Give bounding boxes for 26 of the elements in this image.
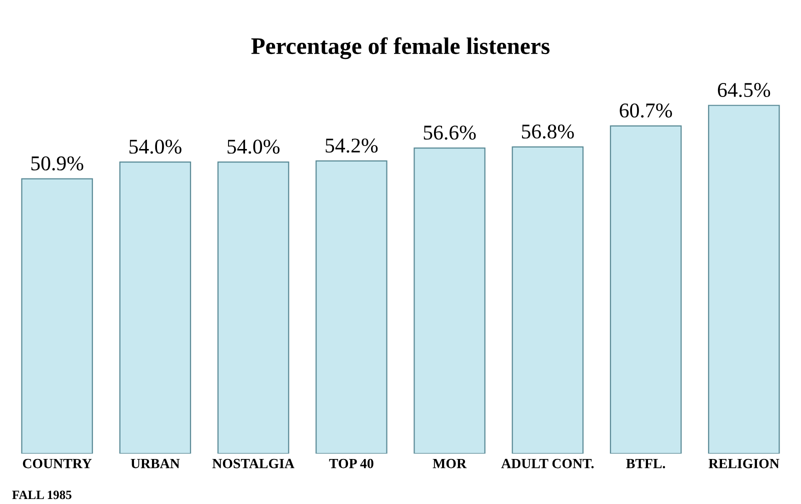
bar [21, 178, 93, 454]
x-tick-label: BTFL. [626, 459, 666, 468]
bar [414, 147, 486, 454]
x-tick-label: MOR [432, 458, 467, 468]
x-tick-label: COUNTRY [22, 458, 92, 468]
bar [316, 160, 388, 454]
x-tick-label: URBAN [130, 458, 180, 468]
data-label: 50.9% [31, 156, 84, 170]
x-tick-label: NOSTALGIA [212, 458, 294, 468]
bar [708, 104, 780, 454]
chart-title: Percentage of female listeners [251, 37, 550, 60]
text: FALL 1985 [12, 490, 72, 500]
data-label: 54.0% [130, 140, 182, 154]
data-label: 56.6% [424, 126, 476, 140]
data-label: 64.5% [718, 82, 770, 98]
bar [610, 125, 682, 454]
bar [512, 146, 584, 454]
data-label: 56.8% [522, 124, 574, 139]
x-tick-label: TOP 40 [329, 458, 374, 468]
x-tick-label: ADULT CONT. [501, 458, 594, 468]
bar [217, 162, 290, 454]
x-tick-label: RELIGION [708, 458, 780, 468]
data-label: 60.7% [620, 103, 672, 118]
data-label: 54.0% [228, 140, 280, 154]
data-label: 54.2% [326, 138, 378, 153]
bar [119, 162, 192, 454]
